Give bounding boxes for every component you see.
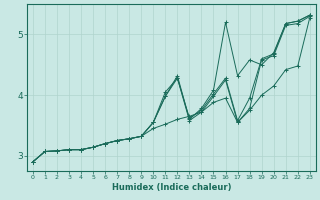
X-axis label: Humidex (Indice chaleur): Humidex (Indice chaleur) <box>112 183 231 192</box>
